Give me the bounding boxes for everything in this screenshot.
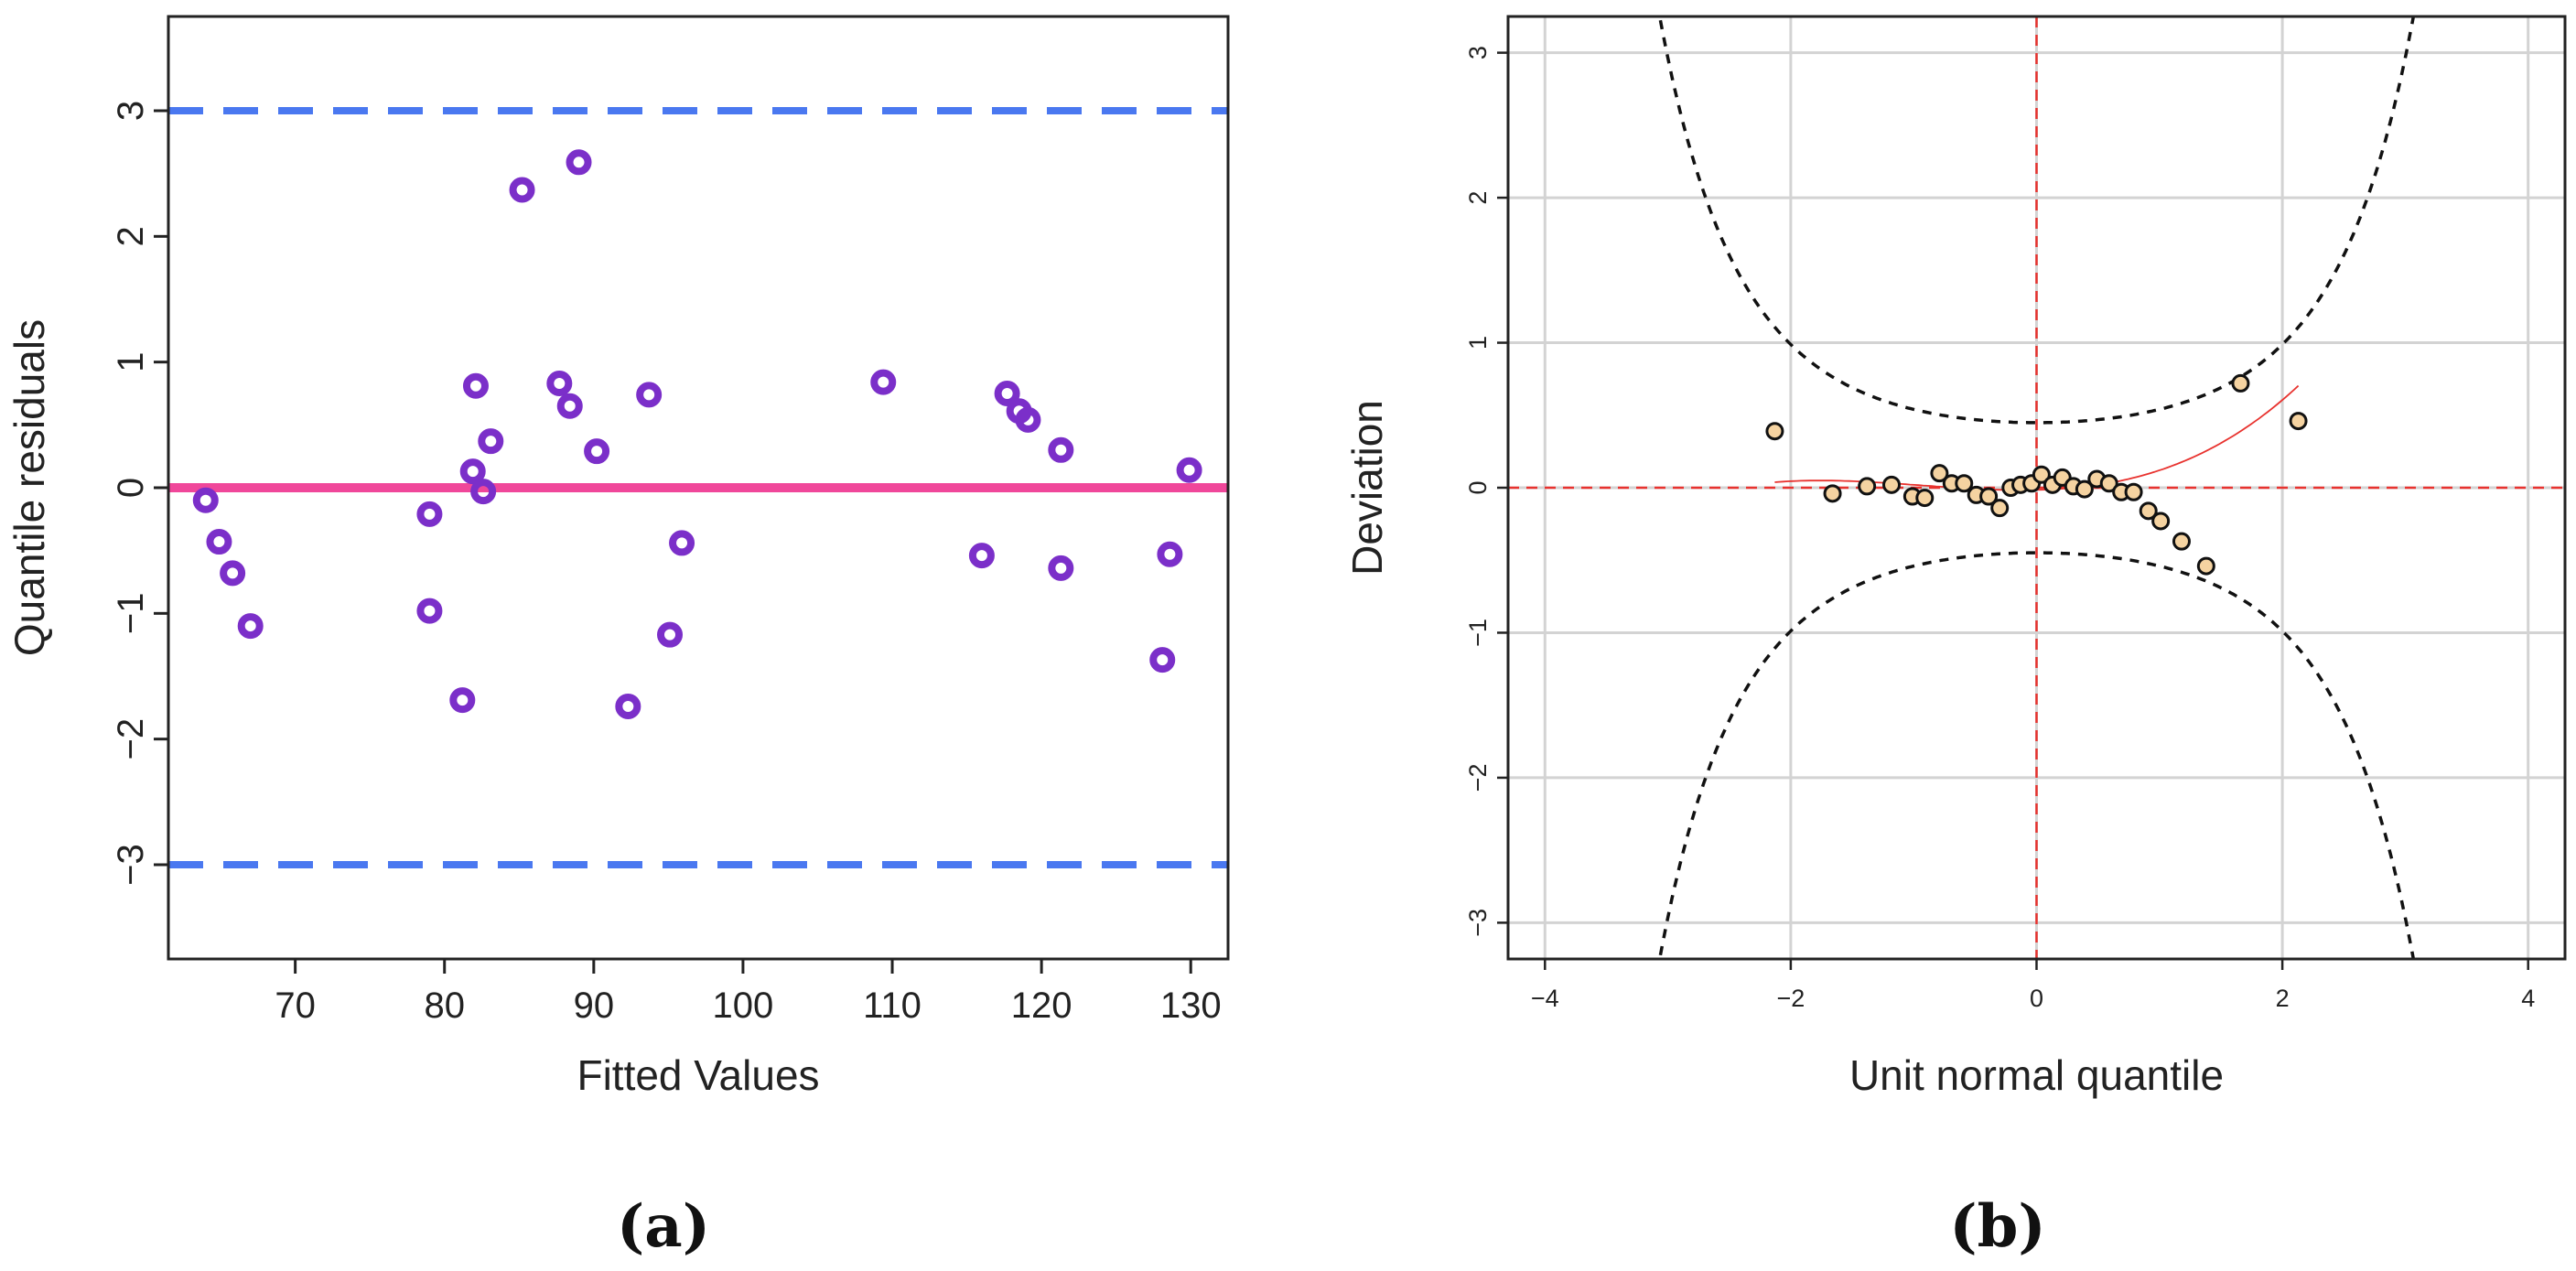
residual-point — [870, 369, 897, 395]
residual-point — [237, 613, 264, 640]
worm-point — [2196, 556, 2215, 576]
residual-point — [478, 428, 504, 455]
x-tick-label: 0 — [2030, 985, 2043, 1012]
worm-point — [1823, 484, 1842, 503]
residual-point — [470, 479, 497, 505]
x-tick-label: −4 — [1531, 985, 1559, 1012]
residual-point — [509, 177, 535, 203]
x-tick-label: 70 — [275, 986, 316, 1026]
y-tick-label: 3 — [1464, 46, 1492, 59]
residual-point — [615, 693, 641, 719]
x-tick-label: 110 — [863, 986, 922, 1026]
worm-point — [2099, 474, 2118, 493]
residual-point — [584, 438, 610, 465]
worm-point — [2151, 512, 2171, 531]
y-tick-label: 3 — [111, 101, 151, 121]
x-axis-title: Unit normal quantile — [1849, 1051, 2224, 1099]
worm-point — [1765, 422, 1784, 441]
x-tick-label: 130 — [1160, 986, 1222, 1026]
residual-point — [968, 543, 995, 569]
residual-point — [556, 393, 583, 419]
residual-point — [206, 529, 232, 555]
residual-point — [1149, 647, 1176, 673]
residual-point — [416, 501, 443, 527]
y-tick-label: −2 — [111, 718, 151, 760]
worm-point — [1915, 489, 1935, 508]
residual-point — [1048, 436, 1074, 463]
y-tick-label: 2 — [1464, 191, 1492, 205]
worm-point — [2032, 465, 2051, 484]
residual-point — [657, 621, 684, 648]
y-tick-label: −3 — [111, 844, 151, 886]
residual-point — [192, 487, 219, 513]
x-tick-label: 90 — [574, 986, 615, 1026]
residual-point — [220, 560, 246, 587]
y-tick-label: 1 — [111, 352, 151, 372]
x-tick-label: 100 — [713, 986, 774, 1026]
x-axis-title: Fitted Values — [577, 1051, 819, 1099]
residual-point — [636, 382, 663, 408]
y-tick-label: −3 — [1464, 909, 1492, 937]
worm-point — [2172, 532, 2191, 551]
x-tick-label: 2 — [2276, 985, 2290, 1012]
worm-point — [1955, 474, 1974, 493]
worm-point — [2289, 412, 2308, 431]
lower-confidence-band — [1657, 551, 2416, 959]
residual-point — [994, 381, 1020, 406]
x-tick-label: 4 — [2521, 985, 2535, 1012]
residual-point — [546, 371, 573, 397]
panel-a-residual-plot: 70 80 90 100 110 120 130 −3 −2 −1 0 1 2 3 Fitted Value… — [5, 15, 1230, 1261]
residual-point — [449, 687, 476, 714]
worm-point — [1930, 464, 1949, 483]
worm-point — [2124, 482, 2143, 501]
worm-point — [2075, 479, 2094, 499]
panel-b-worm-plot: −4 −2 0 2 4 −3 −2 −1 0 1 2 3 Unit normal quantile Dev… — [1343, 15, 2567, 1261]
worm-point — [2231, 373, 2250, 393]
y-axis-title: Quantile residuals — [5, 319, 53, 656]
residual-point — [1015, 406, 1041, 433]
worm-point — [1858, 477, 1877, 496]
residual-point — [459, 458, 486, 485]
residual-point — [566, 149, 592, 176]
worm-point — [1979, 487, 1999, 506]
residual-point — [462, 372, 489, 399]
x-tick-label: −2 — [1776, 985, 1805, 1012]
residual-point — [669, 530, 695, 556]
residual-point — [1157, 541, 1183, 567]
y-tick-label: 0 — [1464, 480, 1492, 494]
y-axis-title: Deviation — [1343, 400, 1391, 576]
y-tick-label: 1 — [1464, 336, 1492, 350]
y-tick-label: −2 — [1464, 764, 1492, 792]
y-tick-label: 2 — [111, 226, 151, 246]
upper-confidence-band — [1657, 16, 2416, 425]
residual-point — [1176, 457, 1202, 483]
y-tick-label: 0 — [111, 478, 151, 498]
residual-point — [416, 598, 443, 624]
y-tick-label: −1 — [1464, 619, 1492, 647]
worm-point — [2139, 501, 2158, 521]
panel-label-a: (a) — [617, 1192, 710, 1261]
panel-label-b: (b) — [1949, 1192, 2045, 1261]
worm-point — [1882, 475, 1902, 494]
x-tick-label: 80 — [424, 986, 465, 1026]
y-tick-label: −1 — [111, 593, 151, 635]
x-tick-label: 120 — [1011, 986, 1072, 1026]
worm-point — [1990, 499, 2010, 518]
residual-point — [1048, 555, 1074, 581]
